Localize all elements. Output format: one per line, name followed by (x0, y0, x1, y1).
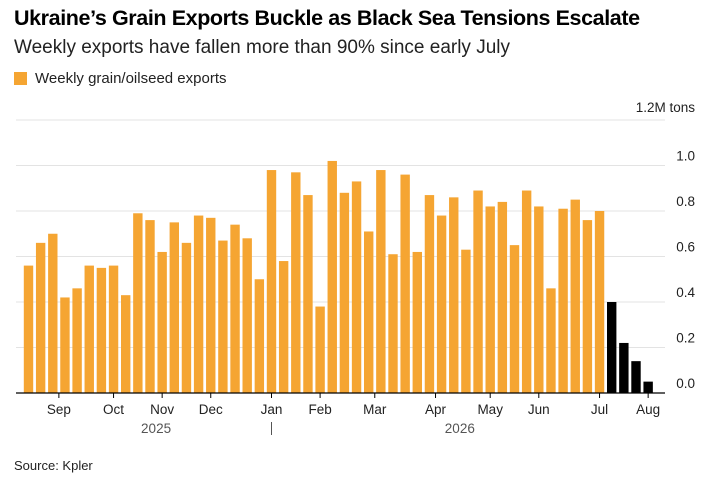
x-tick-label: Jul (591, 402, 608, 417)
x-tick-label: Jun (528, 402, 550, 417)
bar (60, 297, 70, 393)
legend-swatch (14, 72, 27, 85)
bar (133, 213, 143, 393)
recent-bar (631, 361, 641, 393)
bar (509, 245, 520, 393)
legend: Weekly grain/oilseed exports (14, 70, 226, 87)
x-tick-label: Sep (47, 402, 71, 417)
bar (121, 295, 131, 393)
bar (23, 265, 34, 393)
bar (388, 254, 398, 393)
bar (291, 172, 301, 393)
year-label: 2025 (141, 421, 171, 436)
bar (193, 215, 204, 393)
bar (181, 242, 192, 393)
x-tick-label: Jan (261, 402, 283, 417)
bar (48, 233, 58, 393)
legend-label: Weekly grain/oilseed exports (35, 70, 227, 87)
bar (412, 251, 422, 393)
y-tick-label: 0.0 (676, 376, 695, 391)
chart-title: Ukraine’s Grain Exports Buckle as Black … (14, 6, 640, 30)
bar (84, 265, 94, 393)
bar (157, 251, 167, 393)
bar (461, 249, 471, 393)
bar (145, 220, 155, 393)
x-tick-label: Mar (363, 402, 387, 417)
bar (206, 217, 216, 393)
bar (169, 222, 179, 393)
bar (424, 195, 435, 393)
bar (546, 288, 556, 393)
bar (278, 261, 289, 393)
y-tick-label: 0.2 (676, 331, 695, 346)
bar (449, 197, 459, 393)
bar (96, 267, 107, 393)
x-tick-label: Dec (199, 402, 223, 417)
recent-bar (643, 381, 653, 393)
bar (339, 192, 350, 393)
bar (594, 211, 605, 393)
bar (364, 231, 374, 393)
bar (558, 208, 568, 393)
year-label: 2026 (445, 421, 475, 436)
bar (230, 224, 240, 393)
bar (497, 201, 508, 393)
bar (218, 240, 228, 393)
recent-bar (619, 342, 629, 393)
y-tick-label: 0.4 (676, 285, 695, 300)
x-tick-label: Nov (150, 402, 174, 417)
bar (582, 220, 593, 393)
bar (72, 288, 82, 393)
recent-bar (607, 302, 617, 393)
bar (485, 206, 495, 393)
x-tick-label: Apr (425, 402, 447, 417)
y-unit-label: 1.2M tons (636, 100, 696, 115)
x-tick-label: Feb (308, 402, 331, 417)
chart-subtitle: Weekly exports have fallen more than 90%… (14, 37, 511, 58)
bar (521, 190, 532, 393)
bar (108, 265, 119, 393)
y-tick-label: 0.6 (676, 240, 695, 255)
bar (303, 195, 313, 393)
x-tick-label: Oct (103, 402, 124, 417)
y-tick-label: 0.8 (676, 194, 695, 209)
bar (35, 242, 46, 393)
x-tick-label: May (477, 402, 503, 417)
bar (376, 170, 386, 393)
x-tick-label: Aug (636, 402, 660, 417)
bar (327, 160, 337, 393)
bar (534, 206, 544, 393)
bar (315, 306, 325, 393)
bar (266, 170, 277, 393)
bar (351, 181, 362, 393)
bar (242, 238, 252, 393)
bar (400, 174, 410, 393)
source-note: Source: Kpler (14, 458, 93, 473)
bar (570, 199, 580, 393)
bar (254, 279, 265, 393)
y-tick-label: 1.0 (676, 149, 695, 164)
bar (473, 190, 483, 393)
bar (436, 215, 447, 393)
